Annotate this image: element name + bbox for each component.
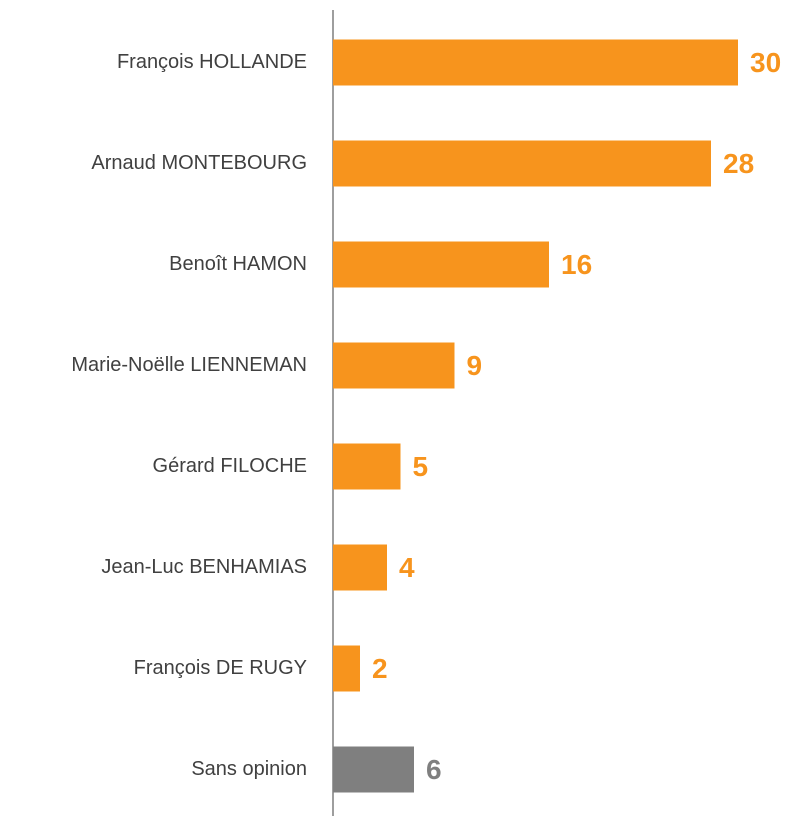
value-label: 28 (723, 148, 754, 179)
value-label: 9 (467, 350, 483, 381)
category-label: Gérard FILOCHE (153, 455, 307, 477)
value-label: 6 (426, 754, 442, 785)
category-label: François HOLLANDE (117, 51, 307, 73)
category-label: Sans opinion (191, 758, 307, 780)
value-label: 5 (413, 451, 429, 482)
category-label: Marie-Noëlle LIENNEMAN (71, 354, 307, 376)
value-label: 30 (750, 47, 781, 78)
category-label: Benoît HAMON (169, 253, 307, 275)
category-label: Jean-Luc BENHAMIAS (101, 556, 307, 578)
value-label: 4 (399, 552, 415, 583)
value-label: 16 (561, 249, 592, 280)
category-label: Arnaud MONTEBOURG (91, 152, 307, 174)
bar (333, 746, 414, 793)
bar (333, 39, 738, 86)
bar (333, 140, 711, 187)
bar (333, 342, 455, 389)
bar (333, 241, 549, 288)
value-label: 2 (372, 653, 388, 684)
category-label: François DE RUGY (134, 657, 307, 679)
bar (333, 443, 401, 490)
bar (333, 544, 387, 591)
bar (333, 645, 360, 692)
